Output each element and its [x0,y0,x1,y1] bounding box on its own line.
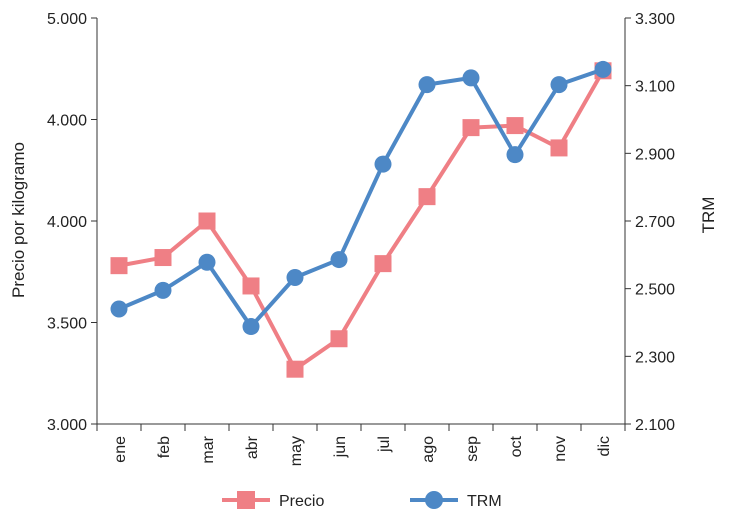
series-precio [110,62,612,378]
legend-trm-label: TRM [467,493,502,510]
x-tick-label: feb [156,436,173,458]
data-point-trm [506,146,524,164]
right-tick-label: 3.100 [635,79,675,96]
data-point-trm [462,69,480,87]
x-tick-label: abr [244,435,261,459]
x-axis: ene feb mar abr may jun jul ago sep oct nov dic [96,424,626,466]
data-point-precio [242,277,260,295]
data-point-precio [110,257,128,275]
right-tick-label: 2.500 [635,282,675,299]
data-point-precio [506,117,524,135]
data-point-precio [462,119,480,137]
left-tick-label: 4.000 [47,214,87,231]
data-point-trm [286,269,304,287]
left-tick-label: 5.000 [47,11,87,28]
right-tick-label: 3.300 [635,11,675,28]
x-tick-label: ago [420,436,437,463]
data-point-precio [286,360,304,378]
data-point-trm [418,76,436,94]
x-tick-label: oct [508,435,525,457]
data-point-trm [198,253,216,271]
x-tick-label: mar [200,435,217,463]
left-y-axis: 3.000 3.500 4.000 4.000 5.000 [47,11,97,434]
x-tick-label: dic [596,436,613,456]
right-tick-label: 2.100 [635,417,675,434]
right-tick-label: 2.300 [635,349,675,366]
series-line-precio [118,69,605,372]
x-tick-label: nov [552,436,569,462]
legend-precio-label: Precio [279,493,324,510]
left-axis-title: Precio por kilogramo [9,142,28,298]
left-tick-label: 3.000 [47,417,87,434]
right-tick-label: 2.700 [635,214,675,231]
data-point-precio [374,255,392,273]
legend-item-precio: Precio [222,491,324,510]
data-point-precio [550,139,568,157]
data-point-trm [374,155,392,173]
data-point-precio [154,249,172,267]
left-tick-label: 4.000 [47,113,87,130]
right-y-axis: 2.100 2.300 2.500 2.700 2.900 3.100 3.300 [625,11,675,434]
data-point-precio [418,188,436,206]
data-point-trm [594,60,612,78]
series-trm [110,60,612,336]
data-point-precio [198,212,216,230]
data-point-trm [330,251,348,269]
data-point-trm [550,76,568,94]
series-layer [110,60,612,378]
legend-precio-marker [237,491,255,509]
x-tick-label: may [288,436,305,466]
data-point-trm [154,281,172,299]
series-line-trm [118,67,604,329]
data-point-precio [330,330,348,348]
x-tick-label: jun [332,436,349,458]
legend-item-trm: TRM [410,491,502,510]
legend: Precio TRM [222,491,502,510]
data-point-trm [242,318,260,336]
data-point-trm [110,300,128,318]
right-axis-title: TRM [699,197,718,234]
left-tick-label: 3.500 [47,316,87,333]
x-tick-label: jul [376,436,393,453]
x-tick-label: sep [464,436,481,462]
axes [96,18,626,425]
legend-trm-marker [425,491,443,509]
right-tick-label: 2.900 [635,146,675,163]
x-tick-label: ene [112,436,129,463]
